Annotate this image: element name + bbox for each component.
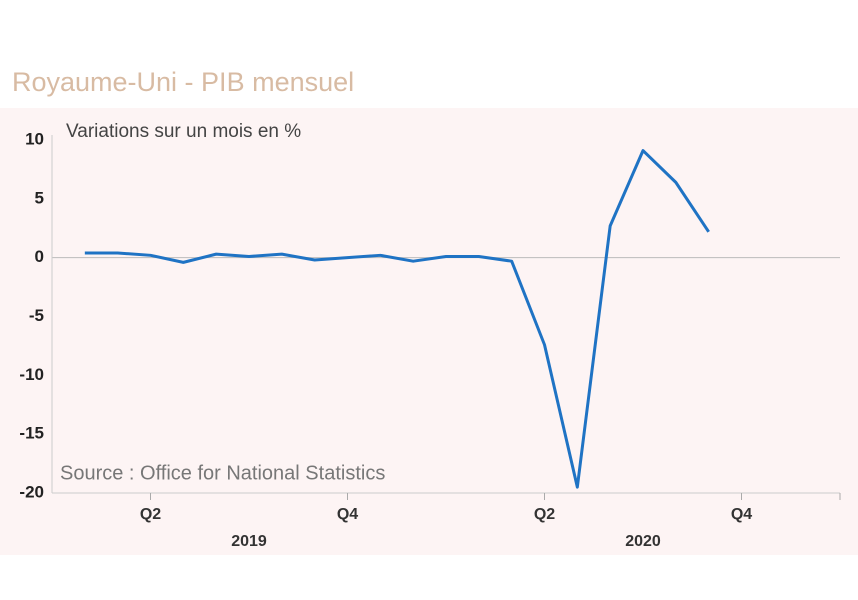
year-label: 2020: [625, 533, 661, 550]
subtitle: Variations sur un mois en %: [66, 121, 301, 142]
y-tick-label: 5: [35, 188, 44, 207]
y-tick-label: -20: [19, 482, 44, 501]
chart-title: Royaume-Uni - PIB mensuel: [12, 67, 354, 97]
plot-background: [0, 108, 858, 555]
x-tick-label: Q2: [534, 506, 555, 523]
x-tick-label: Q4: [337, 506, 358, 523]
line-series: [84, 149, 710, 489]
y-tick-label: -5: [29, 306, 44, 325]
y-tick-label: 0: [35, 247, 44, 266]
source: Source : Office for National Statistics: [60, 462, 385, 484]
y-tick-label: 10: [25, 129, 44, 148]
y-tick-label: -10: [19, 365, 44, 384]
x-tick-label: Q2: [140, 506, 161, 523]
x-tick-label: Q4: [731, 506, 752, 523]
year-label: 2019: [231, 533, 267, 550]
y-tick-label: -15: [19, 424, 44, 443]
